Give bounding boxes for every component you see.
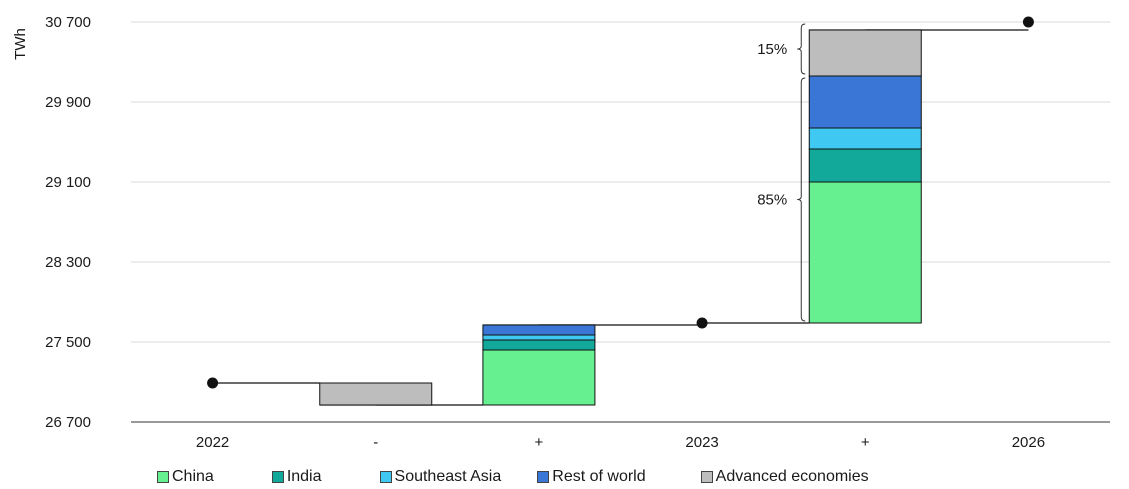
total-markers (207, 16, 1034, 389)
bar-segment (808, 75, 922, 129)
bar-segment (808, 181, 922, 324)
legend-label: China (172, 468, 214, 485)
y-tick-label: 30 700 (45, 14, 91, 31)
y-axis-title: TWh (12, 28, 29, 60)
share-bracket (797, 23, 806, 75)
legend-swatch (537, 471, 550, 483)
bar-segment (319, 382, 433, 406)
legend-item: India (271, 468, 322, 486)
total-marker (207, 377, 219, 389)
legend-item: China (157, 468, 214, 486)
legend-item: Southeast Asia (379, 468, 502, 486)
legend-swatch (379, 471, 392, 483)
total-marker (1022, 16, 1034, 28)
legend-item: Rest of world (537, 468, 646, 486)
x-tick-label: + (535, 434, 544, 451)
legend-swatch (157, 471, 169, 483)
legend-swatch (700, 471, 713, 483)
y-axis-tick-labels: 26 700 27 500 28 300 29 100 29 900 30 700 (45, 14, 91, 431)
total-marker (696, 317, 708, 329)
legend-label: Southeast Asia (394, 468, 502, 485)
x-tick-label: 2026 (1012, 434, 1045, 451)
y-tick-label: 29 100 (45, 174, 91, 191)
legend-label: Rest of world (552, 468, 646, 485)
legend-label: Advanced economies (715, 468, 869, 485)
legend-label: India (286, 468, 322, 485)
legend-swatch (271, 471, 284, 483)
bar-segment (482, 334, 596, 341)
y-tick-label: 27 500 (45, 334, 91, 351)
legend-item: Advanced economies (700, 468, 869, 486)
bar-segment (808, 148, 922, 183)
share-bracket (797, 77, 806, 322)
x-axis-tick-labels: 2022 - +2023 +2026 (196, 434, 1045, 451)
bar-segment (482, 324, 596, 336)
bar-segment (482, 349, 596, 406)
bar-segments (319, 29, 922, 406)
bar-segment (808, 29, 922, 77)
share-brackets: 85% 15% (757, 23, 806, 322)
y-tick-label: 29 900 (45, 94, 91, 111)
gridlines (131, 21, 1110, 343)
legend: China India Southeast Asia Rest of world Adv… (157, 468, 869, 486)
bar-segment (482, 339, 596, 351)
y-tick-label: 26 700 (45, 414, 91, 431)
x-tick-label: 2023 (685, 434, 718, 451)
share-label: 85% (757, 192, 787, 209)
x-tick-label: + (861, 434, 870, 451)
share-label: 15% (757, 41, 787, 58)
x-tick-label: 2022 (196, 434, 229, 451)
x-tick-label: - (373, 434, 378, 451)
bar-segment (808, 127, 922, 150)
y-tick-label: 28 300 (45, 254, 91, 271)
